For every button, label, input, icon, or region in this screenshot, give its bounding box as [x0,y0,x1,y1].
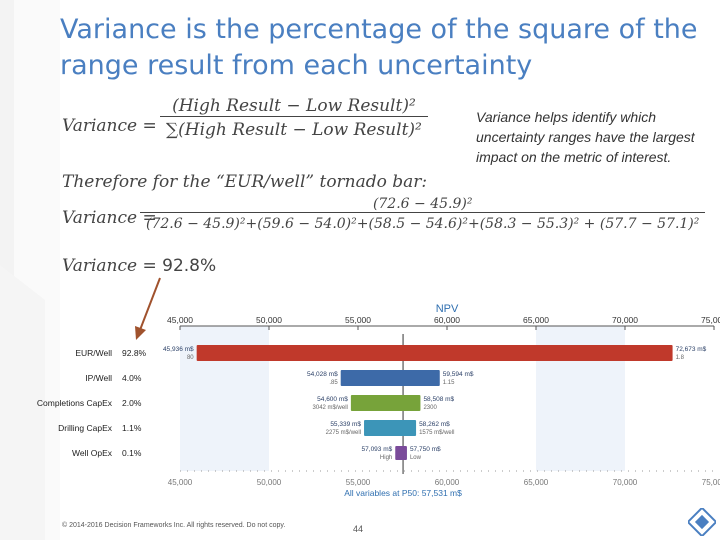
bar-high-label: 59,594 m$ [443,371,474,378]
bar-low-label: 54,028 m$ [307,371,338,378]
bar-category-label: Completions CapEx [37,398,113,408]
bar-high-sublabel: 1.15 [443,380,455,386]
x-tick-label-bottom: 75,000 [702,478,720,487]
bar-high-label: 72,673 m$ [676,346,707,353]
bar-low-sublabel: .85 [329,380,338,386]
bar-high-sublabel: 1.8 [676,355,685,361]
bar-high-sublabel: Low [410,455,422,461]
bar-high-label: 58,508 m$ [423,396,454,403]
bar-high-label: 57,750 m$ [410,446,441,453]
calculation-fraction: (72.6 − 45.9)² (72.6 − 45.9)²+(59.6 − 54… [140,196,706,232]
copyright-footer: © 2014-2016 Decision Frameworks Inc. All… [62,522,286,529]
bar-low-label: 55,339 m$ [330,421,361,428]
x-tick-label: 50,000 [256,315,282,325]
x-tick-label: 60,000 [434,315,460,325]
explanation-note: Variance helps identify which uncertaint… [476,109,695,165]
company-logo-icon [688,508,716,536]
bar-variance-label: 2.0% [122,398,142,408]
page-number: 44 [353,524,364,534]
tornado-bar [196,345,673,361]
bar-high-label: 58,262 m$ [419,421,450,428]
tornado-bar [340,370,440,386]
bar-low-label: 57,093 m$ [362,446,393,453]
x-tick-label: 55,000 [345,315,371,325]
calculation-lhs: Variance = [62,208,157,228]
tornado-chart: NPV 45,000 45,000 50,000 50,000 55,000 55,000 6… [37,303,720,498]
bar-variance-label: 4.0% [122,373,142,383]
bar-category-label: Well OpEx [72,448,113,458]
bar-variance-label: 92.8% [122,348,147,358]
calculation-denominator: (72.6 − 45.9)²+(59.6 − 54.0)²+(58.5 − 54… [140,212,706,232]
bar-category-label: Drilling CapEx [58,423,113,433]
bar-high-sublabel: 2300 [423,405,437,411]
x-tick-label: 65,000 [523,315,549,325]
x-tick-label-bottom: 60,000 [435,478,460,487]
slide-title: Variance is the percentage of the square… [60,14,698,81]
bar-low-sublabel: 2275 m$/well [326,430,361,436]
bar-low-label: 45,936 m$ [163,346,194,353]
result-value: 92.8% [162,256,217,276]
base-value-label: All variables at P50: 57,531 m$ [344,488,462,498]
tornado-bar [364,420,417,436]
bar-high-sublabel: 1575 m$/well [419,430,454,436]
bar-low-sublabel: High [380,455,392,461]
x-tick-label: 70,000 [612,315,638,325]
therefore-line: Therefore for the “EUR/well” tornado bar… [62,172,428,192]
bar-low-sublabel: 80 [187,355,194,361]
formula-lhs: Variance = [62,116,157,136]
bar-category-label: IP/Well [85,373,112,383]
bar-variance-label: 1.1% [122,423,142,433]
x-tick-label-bottom: 70,000 [613,478,638,487]
x-tick-label-bottom: 55,000 [346,478,371,487]
tornado-bar [350,395,421,411]
bar-low-sublabel: 3042 m$/well [313,405,348,411]
x-tick-label: 75,000 [701,315,720,325]
bar-variance-label: 0.1% [122,448,142,458]
variance-result: Variance = 92.8% [62,256,216,276]
x-tick-label: 45,000 [167,315,193,325]
bar-category-label: EUR/Well [75,348,112,358]
bar-low-label: 54,600 m$ [317,396,348,403]
chart-title: NPV [436,303,459,315]
formula-fraction: (High Result − Low Result)² ∑(High Resul… [160,96,428,140]
formula-numerator: (High Result − Low Result)² [172,96,416,116]
x-tick-label-bottom: 50,000 [257,478,282,487]
result-lhs: Variance = [62,256,163,276]
calculation-numerator: (72.6 − 45.9)² [372,196,473,212]
tornado-bar [395,446,407,460]
formula-denominator: ∑(High Result − Low Result)² [160,116,428,140]
x-tick-label-bottom: 65,000 [524,478,549,487]
x-tick-label-bottom: 45,000 [168,478,193,487]
